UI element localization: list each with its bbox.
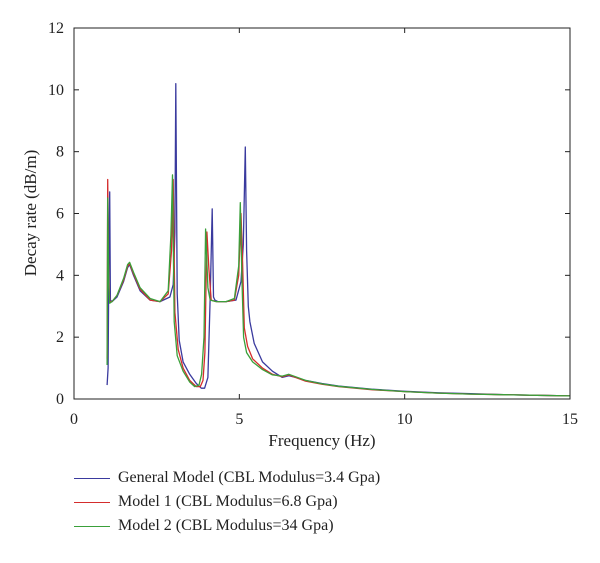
legend-swatch-model-2 xyxy=(74,525,110,527)
y-tick-label: 4 xyxy=(56,267,64,284)
x-tick-label: 5 xyxy=(235,411,243,428)
x-tick-label: 10 xyxy=(397,411,413,428)
x-tick-label: 0 xyxy=(70,411,78,428)
y-tick-label: 10 xyxy=(48,82,64,99)
legend-swatch-model-1 xyxy=(74,501,110,503)
legend: General Model (CBL Modulus=3.4 Gpa) Mode… xyxy=(74,466,380,538)
y-tick-label: 2 xyxy=(56,329,64,346)
legend-label-general-model: General Model (CBL Modulus=3.4 Gpa) xyxy=(118,469,381,486)
series-layer xyxy=(106,83,571,397)
legend-label-model-2: Model 2 (CBL Modulus=34 Gpa) xyxy=(118,517,334,534)
y-tick-label: 0 xyxy=(56,391,64,408)
y-axis-label: Decay rate (dB/m) xyxy=(21,150,40,277)
legend-swatch-general-model xyxy=(74,477,110,479)
y-tick-label: 6 xyxy=(56,206,64,223)
legend-item-model-1: Model 1 (CBL Modulus=6.8 Gpa) xyxy=(74,490,380,514)
tick-layer: 0 5 10 15 0 2 4 6 8 10 12 xyxy=(48,20,578,428)
x-tick-label: 15 xyxy=(562,411,578,428)
legend-label-model-1: Model 1 (CBL Modulus=6.8 Gpa) xyxy=(118,493,338,510)
plot-frame xyxy=(73,27,571,400)
legend-item-general-model: General Model (CBL Modulus=3.4 Gpa) xyxy=(74,466,380,490)
x-axis-label: Frequency (Hz) xyxy=(268,431,375,450)
y-tick-label: 8 xyxy=(56,144,64,161)
y-tick-label: 12 xyxy=(48,20,64,37)
series-line-2 xyxy=(106,174,571,397)
legend-item-model-2: Model 2 (CBL Modulus=34 Gpa) xyxy=(74,514,380,538)
